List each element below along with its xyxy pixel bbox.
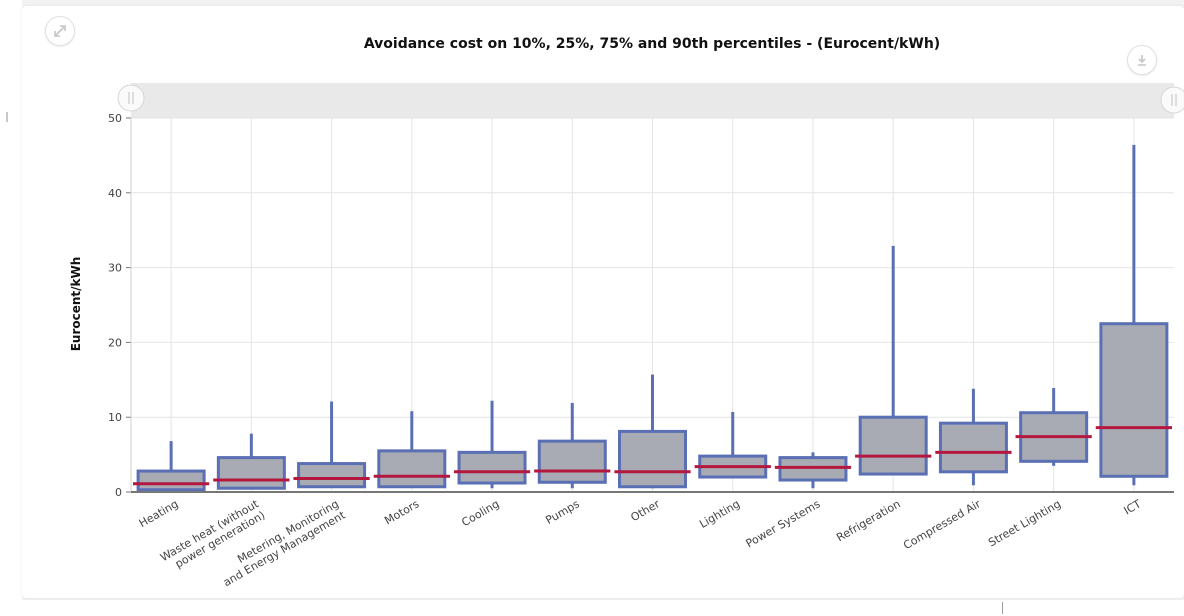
x-tick-label-line: Motors [382, 497, 421, 527]
box-street-lighting[interactable] [1015, 388, 1092, 466]
y-axis: 0 10 20 30 40 50 [108, 112, 132, 499]
box-cooling[interactable] [453, 400, 531, 489]
y-tick-label: 50 [108, 112, 122, 125]
x-tick-label-line: Power Systems [744, 497, 823, 550]
x-tick-label: Street Lighting [986, 497, 1063, 549]
iqr-box [1099, 322, 1169, 478]
x-tick-label: Heating [137, 497, 181, 530]
iqr-box [537, 439, 607, 484]
x-tick-label: Cooling [459, 497, 501, 529]
iqr-box [297, 462, 367, 489]
iqr-box [457, 450, 527, 485]
expand-icon[interactable] [45, 16, 75, 46]
x-tick-label: Power Systems [744, 497, 823, 550]
box-ict[interactable] [1095, 144, 1172, 486]
y-axis-label: Eurocent/kWh [69, 257, 83, 352]
navigator-track[interactable] [131, 83, 1174, 118]
margin-mark [6, 112, 8, 122]
chart-title: Avoidance cost on 10%, 25%, 75% and 90th… [364, 36, 940, 52]
x-tick-label: Refrigeration [834, 497, 902, 544]
download-icon[interactable] [1127, 45, 1157, 75]
navigator-right-handle[interactable] [1160, 86, 1184, 114]
box-lighting[interactable] [694, 411, 771, 479]
x-tick-label: Other [628, 497, 662, 524]
x-tick-label-line: Refrigeration [834, 497, 902, 544]
box-series [133, 144, 1172, 492]
x-tick-label-line: Heating [137, 497, 181, 530]
x-tick-label: ICT [1122, 497, 1144, 517]
x-tick-label-line: Other [628, 497, 662, 524]
box-motors[interactable] [373, 411, 450, 489]
iqr-box [136, 469, 206, 492]
range-navigator[interactable] [117, 83, 1184, 118]
x-tick-label: Compressed Air [901, 497, 983, 552]
x-tick-label: Pumps [543, 497, 582, 527]
page-bottom-strip [0, 600, 1184, 616]
box-power-systems[interactable] [774, 452, 852, 489]
box-compressed-air[interactable] [935, 388, 1012, 486]
x-tick-label-line: ICT [1122, 497, 1144, 517]
x-tick-label-line: Pumps [543, 497, 582, 527]
box-refrigeration[interactable] [855, 245, 932, 476]
iqr-box [216, 456, 286, 490]
box-metering-monitoring-and-energy-management[interactable] [293, 401, 370, 489]
x-tick-label-line: Compressed Air [901, 497, 983, 552]
x-tick-label: Motors [382, 497, 421, 527]
box-pumps[interactable] [534, 402, 611, 489]
x-tick-label-line: Cooling [459, 497, 501, 529]
bottom-divider [1002, 602, 1003, 614]
x-tick-label-line: Street Lighting [986, 497, 1063, 549]
x-tick-label-line: Lighting [697, 497, 742, 530]
box-heating[interactable] [133, 441, 210, 492]
page-left-margin [0, 0, 22, 616]
box-waste-heat-without-power-generation[interactable] [213, 433, 290, 490]
y-tick-label: 20 [108, 336, 122, 349]
iqr-box [858, 415, 928, 476]
iqr-box [938, 421, 1008, 474]
y-tick-label: 10 [108, 411, 122, 424]
y-tick-label: 0 [115, 486, 122, 499]
box-other[interactable] [614, 374, 691, 489]
iqr-box [377, 449, 447, 489]
y-tick-label: 30 [108, 262, 122, 275]
y-tick-label: 40 [108, 187, 122, 200]
x-tick-label: Lighting [697, 497, 742, 530]
navigator-left-handle[interactable] [117, 84, 145, 112]
iqr-box [618, 429, 687, 489]
